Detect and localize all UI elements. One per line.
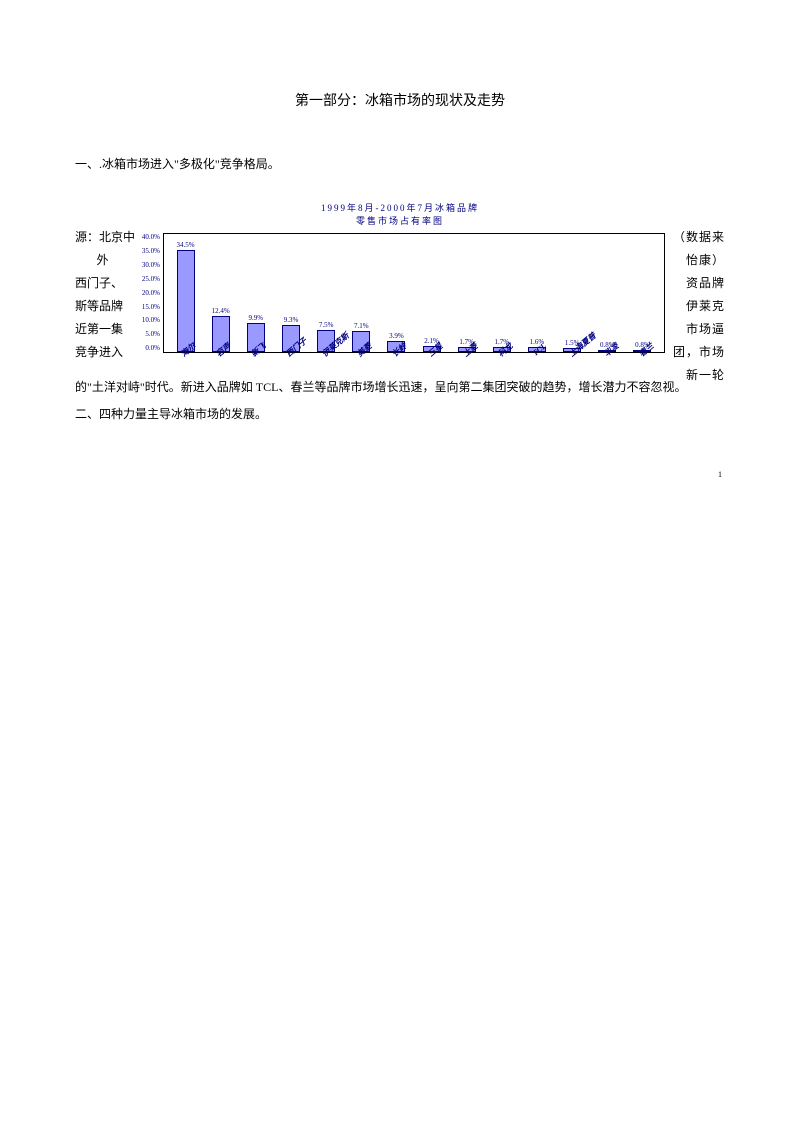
text-fragment: 新一轮: [667, 364, 725, 387]
chart-title-line2: 零售市场占有率图: [356, 216, 444, 226]
bar-value-label: 9.9%: [249, 314, 264, 322]
x-axis-labels: 海尔容声新飞西门子伊莱克斯美菱长岭三星上菱科龙TCL上海夏普华凌春兰: [163, 353, 665, 368]
text-left-fragments: 源：北京中外西门子、斯等品牌近第一集竞争进入: [75, 226, 130, 364]
text-fragment: 团，市场: [667, 341, 725, 364]
market-share-chart: 1999年8月-2000年7月冰箱品牌 零售市场占有率图 40.0% 35.0% 3…: [135, 202, 665, 368]
y-tick: 40.0%: [142, 233, 160, 241]
page-title: 第一部分：冰箱市场的现状及走势: [75, 90, 725, 110]
text-fragment: 西门子、: [75, 272, 130, 295]
text-fragment: 市场逼: [667, 318, 725, 341]
text-fragment: 竞争进入: [75, 341, 130, 364]
y-tick: 0.0%: [145, 344, 160, 352]
bar-value-label: 7.5%: [319, 321, 334, 329]
y-tick: 25.0%: [142, 275, 160, 283]
bar-value-label: 12.4%: [212, 307, 230, 315]
y-tick: 20.0%: [142, 289, 160, 297]
chart-title: 1999年8月-2000年7月冰箱品牌 零售市场占有率图: [135, 202, 665, 227]
y-tick: 35.0%: [142, 247, 160, 255]
section-2-heading: 二、四种力量主导冰箱市场的发展。: [75, 405, 725, 422]
y-tick: 5.0%: [145, 330, 160, 338]
text-right-fragments: （数据来怡康）资品牌伊莱克市场逼团，市场新一轮: [667, 226, 725, 387]
y-tick: 10.0%: [142, 316, 160, 324]
text-fragment: 近第一集: [75, 318, 130, 341]
continuing-paragraph: 的"土洋对峙"时代。新进入品牌如 TCL、春兰等品牌市场增长迅速，呈向第二集团突…: [75, 376, 725, 399]
text-fragment: （数据来: [667, 226, 725, 249]
text-fragment: 怡康）: [667, 249, 725, 272]
y-axis: 40.0% 35.0% 30.0% 25.0% 20.0% 15.0% 10.0% 5.0% 0…: [135, 233, 163, 353]
text-fragment: 伊莱克: [667, 295, 725, 318]
bar-value-label: 34.5%: [177, 241, 195, 249]
bar-value-label: 7.1%: [354, 322, 369, 330]
chart-and-text-flow: 1999年8月-2000年7月冰箱品牌 零售市场占有率图 40.0% 35.0% 3…: [75, 202, 725, 368]
page-number: 1: [718, 470, 722, 479]
chart-title-line1: 1999年8月-2000年7月冰箱品牌: [321, 203, 479, 213]
text-fragment: 源：北京中: [75, 226, 130, 249]
y-tick: 15.0%: [142, 303, 160, 311]
y-tick: 30.0%: [142, 261, 160, 269]
text-fragment: 斯等品牌: [75, 295, 130, 318]
bar-value-label: 9.3%: [284, 316, 299, 324]
text-fragment: 资品牌: [667, 272, 725, 295]
section-1-heading: 一、.冰箱市场进入"多极化"竞争格局。: [75, 155, 725, 172]
text-fragment: 外: [75, 249, 130, 272]
